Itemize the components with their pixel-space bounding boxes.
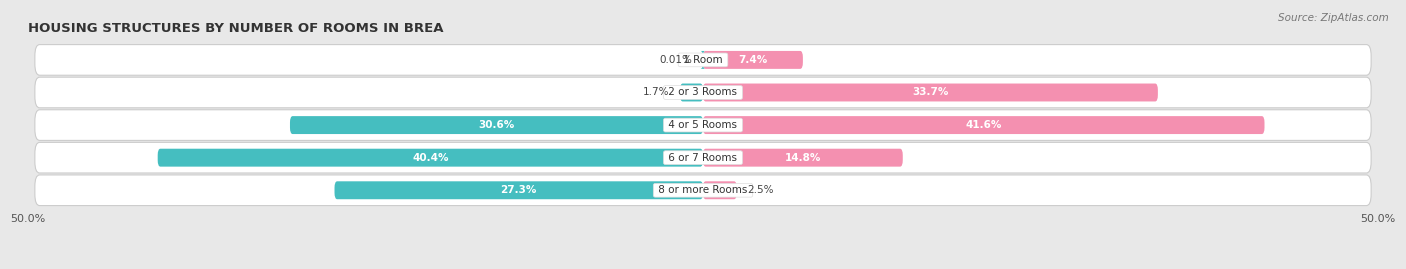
FancyBboxPatch shape: [290, 116, 703, 134]
Text: 6 or 7 Rooms: 6 or 7 Rooms: [665, 153, 741, 163]
Text: 2.5%: 2.5%: [748, 185, 775, 195]
Text: 8 or more Rooms: 8 or more Rooms: [655, 185, 751, 195]
FancyBboxPatch shape: [35, 77, 1371, 108]
Text: 1.7%: 1.7%: [643, 87, 669, 97]
Text: 30.6%: 30.6%: [478, 120, 515, 130]
FancyBboxPatch shape: [681, 84, 703, 101]
FancyBboxPatch shape: [35, 175, 1371, 206]
Text: 1 Room: 1 Room: [681, 55, 725, 65]
FancyBboxPatch shape: [35, 142, 1371, 173]
Text: Source: ZipAtlas.com: Source: ZipAtlas.com: [1278, 13, 1389, 23]
Text: 27.3%: 27.3%: [501, 185, 537, 195]
Text: 2 or 3 Rooms: 2 or 3 Rooms: [665, 87, 741, 97]
FancyBboxPatch shape: [35, 45, 1371, 75]
FancyBboxPatch shape: [703, 149, 903, 167]
FancyBboxPatch shape: [335, 181, 703, 199]
Text: 4 or 5 Rooms: 4 or 5 Rooms: [665, 120, 741, 130]
Text: 7.4%: 7.4%: [738, 55, 768, 65]
FancyBboxPatch shape: [700, 51, 706, 69]
Text: 0.01%: 0.01%: [659, 55, 692, 65]
Text: 40.4%: 40.4%: [412, 153, 449, 163]
FancyBboxPatch shape: [703, 181, 737, 199]
Text: 14.8%: 14.8%: [785, 153, 821, 163]
FancyBboxPatch shape: [157, 149, 703, 167]
Text: HOUSING STRUCTURES BY NUMBER OF ROOMS IN BREA: HOUSING STRUCTURES BY NUMBER OF ROOMS IN…: [28, 22, 444, 35]
FancyBboxPatch shape: [35, 110, 1371, 140]
FancyBboxPatch shape: [703, 84, 1159, 101]
Text: 33.7%: 33.7%: [912, 87, 949, 97]
FancyBboxPatch shape: [703, 116, 1264, 134]
Text: 41.6%: 41.6%: [966, 120, 1002, 130]
FancyBboxPatch shape: [703, 51, 803, 69]
